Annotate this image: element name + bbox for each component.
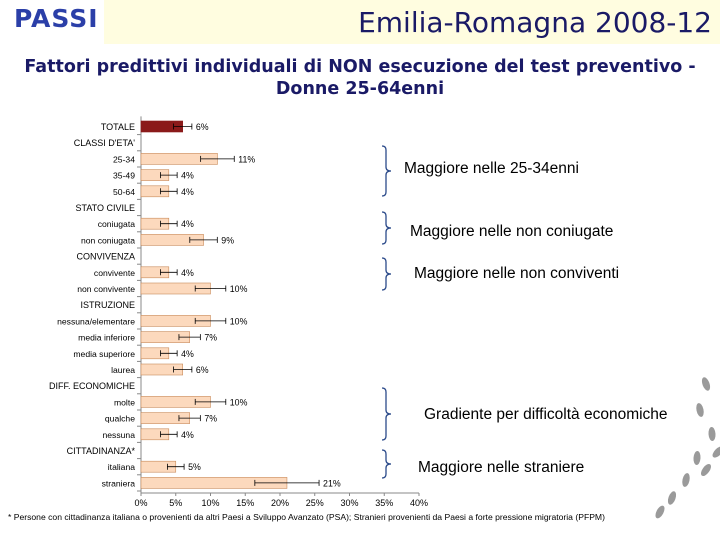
category-label-non-coniugata: non coniugata xyxy=(81,235,135,245)
chart-title: Fattori predittivi individuali di NON es… xyxy=(24,57,696,99)
data-label-25-34: 11% xyxy=(238,154,255,164)
category-label-non-convivente: non convivente xyxy=(77,284,135,294)
brace-civil-status xyxy=(381,211,392,245)
footnote: * Persone con cittadinanza italiana o pr… xyxy=(8,512,605,522)
callout-citizenship: Maggiore nelle straniere xyxy=(418,459,585,476)
data-label-laurea: 6% xyxy=(196,365,209,375)
brace-citizenship xyxy=(381,449,392,479)
footprint-mark xyxy=(682,473,690,487)
footprint-mark xyxy=(712,446,720,458)
data-label-media-inferiore: 7% xyxy=(204,333,217,343)
x-tick-label-0pct: 0% xyxy=(134,498,147,508)
data-label-35-49: 4% xyxy=(181,171,194,181)
data-label-qualche: 7% xyxy=(204,414,217,424)
data-label-50-64: 4% xyxy=(181,187,194,197)
brace-cohabitation xyxy=(381,257,392,291)
header-bar xyxy=(0,0,720,44)
data-label-non-coniugata: 9% xyxy=(221,235,234,245)
x-tick-label-25pct: 25% xyxy=(306,498,324,508)
category-label-molte: molte xyxy=(114,397,135,407)
category-label-coniugata: coniugata xyxy=(98,219,135,229)
logo: PASSI xyxy=(0,0,104,44)
callout-age: Maggiore nelle 25-34enni xyxy=(404,160,579,177)
footprint-mark xyxy=(701,377,711,391)
x-tick-label-35pct: 35% xyxy=(375,498,393,508)
footprint-mark xyxy=(655,505,665,519)
category-label-media-inferiore: media inferiore xyxy=(78,333,135,343)
brace-age xyxy=(381,145,392,197)
category-label-nessuna-elementare: nessuna/elementare xyxy=(57,316,135,326)
category-label-qualche: qualche xyxy=(105,414,135,424)
category-label-istruzione: ISTRUZIONE xyxy=(80,300,135,310)
x-tick-label-10pct: 10% xyxy=(201,498,219,508)
data-label-coniugata: 4% xyxy=(181,219,194,229)
footprints-decoration xyxy=(655,377,720,519)
data-label-convivente: 4% xyxy=(181,268,194,278)
category-label-straniera: straniera xyxy=(102,478,136,488)
callout-braces xyxy=(381,145,392,479)
data-label-nessuna: 4% xyxy=(181,430,194,440)
category-label-nessuna: nessuna xyxy=(103,430,136,440)
x-tick-label-5pct: 5% xyxy=(169,498,182,508)
page-title: Emilia-Romagna 2008-12 xyxy=(358,6,712,39)
x-tick-label-15pct: 15% xyxy=(236,498,254,508)
category-label-totale: TOTALE xyxy=(101,122,135,132)
brace-economic xyxy=(381,387,392,441)
category-label-diff-economiche: DIFF. ECONOMICHE xyxy=(49,381,135,391)
plot-area: TOTALE 6% CLASSI D'ETA' 25-34 11% 35-49 4% 50-6… xyxy=(49,116,428,508)
category-label-italiana: italiana xyxy=(108,462,135,472)
footprint-mark xyxy=(708,427,716,441)
category-label-35-49: 35-49 xyxy=(113,171,135,181)
footprint-mark xyxy=(696,403,704,417)
footprint-mark xyxy=(701,463,711,477)
category-label-classi-d-eta: CLASSI D'ETA' xyxy=(74,138,136,148)
x-tick-label-40pct: 40% xyxy=(410,498,428,508)
category-label-25-34: 25-34 xyxy=(113,154,135,164)
data-label-media-superiore: 4% xyxy=(181,349,194,359)
footprint-mark xyxy=(667,491,677,505)
data-label-molte: 10% xyxy=(230,397,248,407)
category-label-convivente: convivente xyxy=(94,268,135,278)
category-label-cittadinanza: CITTADINANZA* xyxy=(67,446,136,456)
data-label-nessuna-elementare: 10% xyxy=(230,316,248,326)
logo-text: PASSI xyxy=(14,4,99,33)
category-label-stato-civile: STATO CIVILE xyxy=(75,203,135,213)
footprint-mark xyxy=(693,451,701,465)
data-label-italiana: 5% xyxy=(188,462,201,472)
category-label-laurea: laurea xyxy=(111,365,135,375)
callout-civil-status: Maggiore nelle non coniugate xyxy=(410,223,614,240)
callout-cohabitation: Maggiore nelle non conviventi xyxy=(414,265,620,282)
data-label-non-convivente: 10% xyxy=(230,284,248,294)
data-label-straniera: 21% xyxy=(323,478,341,488)
category-label-media-superiore: media superiore xyxy=(73,349,135,359)
x-tick-label-30pct: 30% xyxy=(340,498,358,508)
x-tick-label-20pct: 20% xyxy=(271,498,289,508)
category-label-convivenza: CONVIVENZA xyxy=(76,252,135,262)
callout-economic: Gradiente per difficoltà economiche xyxy=(424,406,668,423)
category-label-50-64: 50-64 xyxy=(113,187,135,197)
data-label-totale: 6% xyxy=(196,122,209,132)
